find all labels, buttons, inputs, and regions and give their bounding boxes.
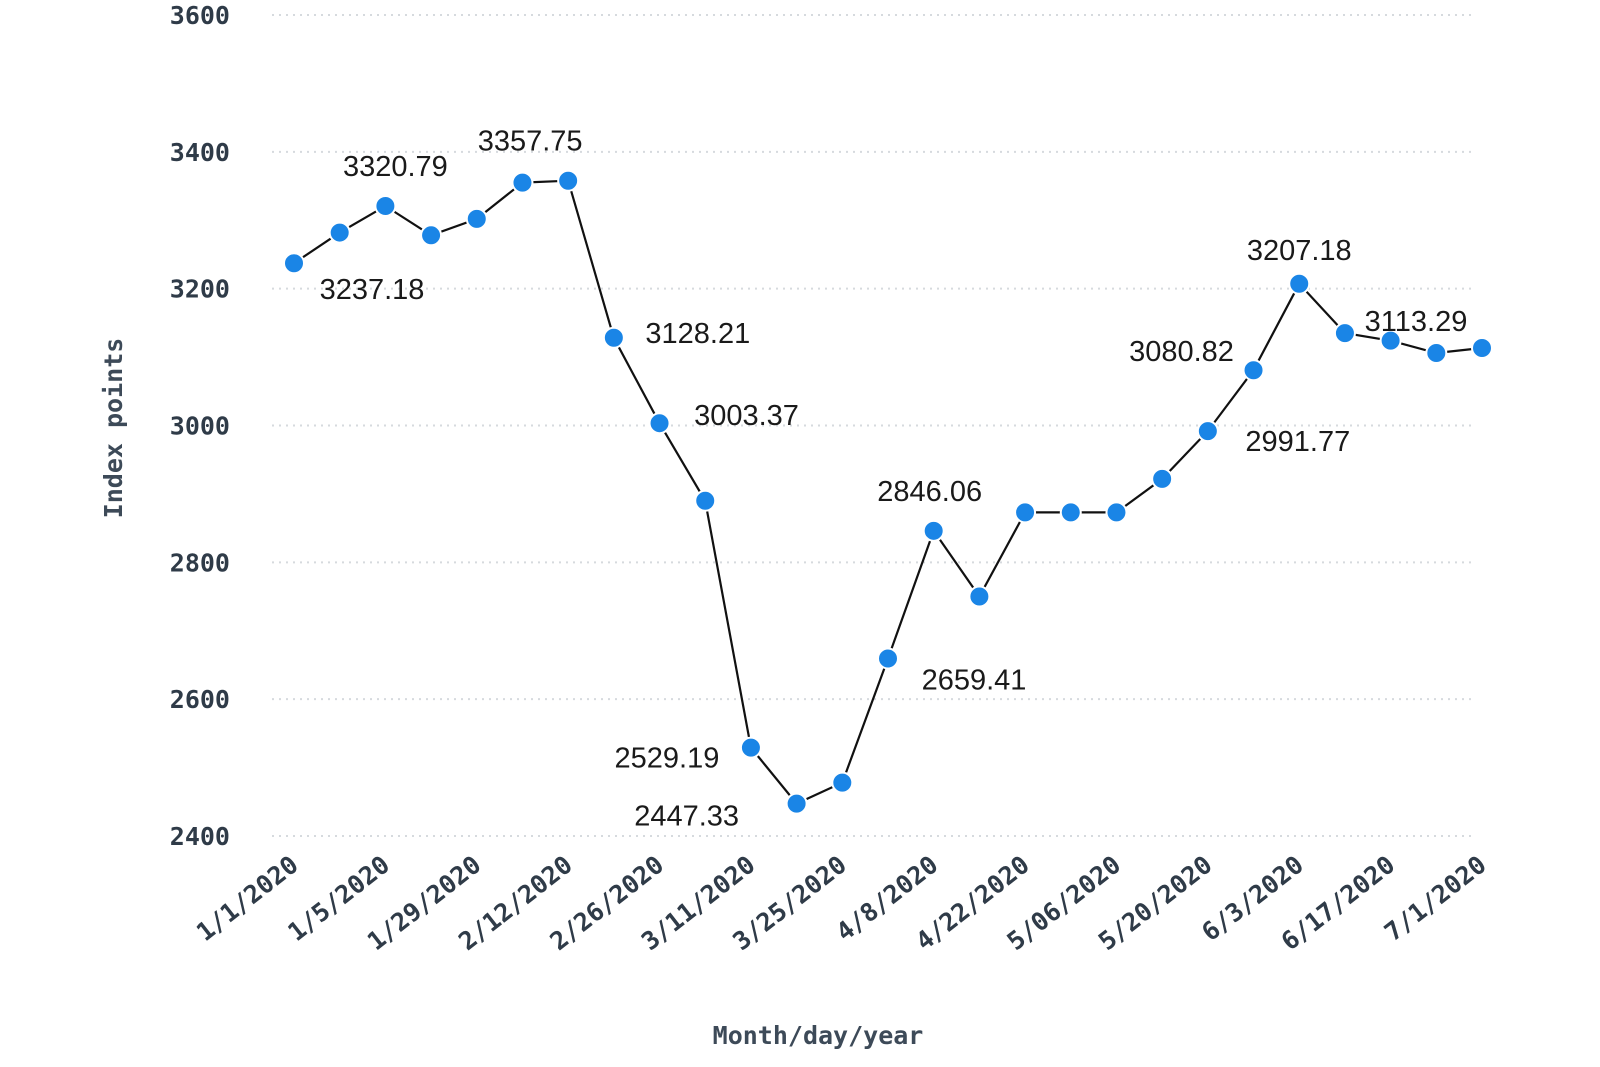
data-label: 3113.29 — [1365, 306, 1468, 338]
data-point — [511, 171, 534, 194]
x-tick-label: 1/1/2020 — [191, 850, 304, 947]
data-label: 3207.18 — [1247, 235, 1352, 267]
data-point — [1425, 341, 1448, 364]
data-point — [648, 412, 671, 435]
y-tick-label: 3400 — [170, 138, 230, 167]
data-point — [1014, 501, 1037, 524]
data-point — [328, 221, 351, 244]
data-label: 2659.41 — [922, 665, 1027, 697]
data-point — [465, 207, 488, 230]
data-point — [1379, 329, 1402, 352]
data-point — [1105, 501, 1128, 524]
data-point — [1151, 467, 1174, 490]
y-tick-label: 3200 — [170, 275, 230, 304]
data-label: 2447.33 — [634, 801, 739, 833]
data-point — [968, 585, 991, 608]
data-point — [374, 195, 397, 218]
data-point — [1471, 336, 1493, 359]
data-point — [831, 771, 854, 794]
data-label: 3003.37 — [694, 400, 799, 432]
data-point — [557, 169, 580, 192]
data-label: 3080.82 — [1129, 336, 1234, 368]
data-point — [922, 519, 945, 542]
data-point — [785, 792, 808, 815]
data-point — [602, 326, 625, 349]
data-label: 2846.06 — [877, 476, 982, 508]
data-points — [283, 169, 1493, 815]
data-point — [1059, 501, 1082, 524]
y-tick-label: 3600 — [170, 1, 230, 30]
data-label: 3237.18 — [320, 274, 425, 306]
data-point — [1333, 322, 1356, 345]
data-label: 2991.77 — [1245, 426, 1350, 458]
x-axis-title: Month/day/year — [713, 1021, 924, 1050]
data-point — [877, 647, 899, 670]
data-point — [1242, 359, 1265, 382]
data-label: 3128.21 — [645, 318, 750, 350]
y-tick-label: 3000 — [170, 412, 230, 441]
x-axis-ticks: 1/1/20201/5/20201/29/20202/12/20202/26/2… — [191, 850, 1492, 956]
y-tick-label: 2400 — [170, 822, 230, 851]
data-labels: 3237.18 3320.79 3357.75 3128.21 3003.37 2529.… — [320, 126, 1468, 833]
data-point — [283, 252, 305, 275]
data-point — [420, 224, 443, 247]
data-point — [739, 736, 762, 759]
data-point — [1196, 420, 1219, 443]
data-point — [694, 489, 717, 512]
data-label: 3320.79 — [343, 151, 448, 183]
data-point — [1288, 272, 1311, 295]
y-axis-title: Index points — [99, 338, 128, 519]
x-tick-label: 7/1/2020 — [1379, 850, 1492, 947]
y-tick-label: 2600 — [170, 685, 230, 714]
data-label: 3357.75 — [478, 126, 583, 158]
y-tick-label: 2800 — [170, 548, 230, 577]
data-label: 2529.19 — [615, 743, 720, 775]
y-axis-ticks: 2400 2600 2800 3000 3200 3400 3600 — [170, 1, 230, 851]
